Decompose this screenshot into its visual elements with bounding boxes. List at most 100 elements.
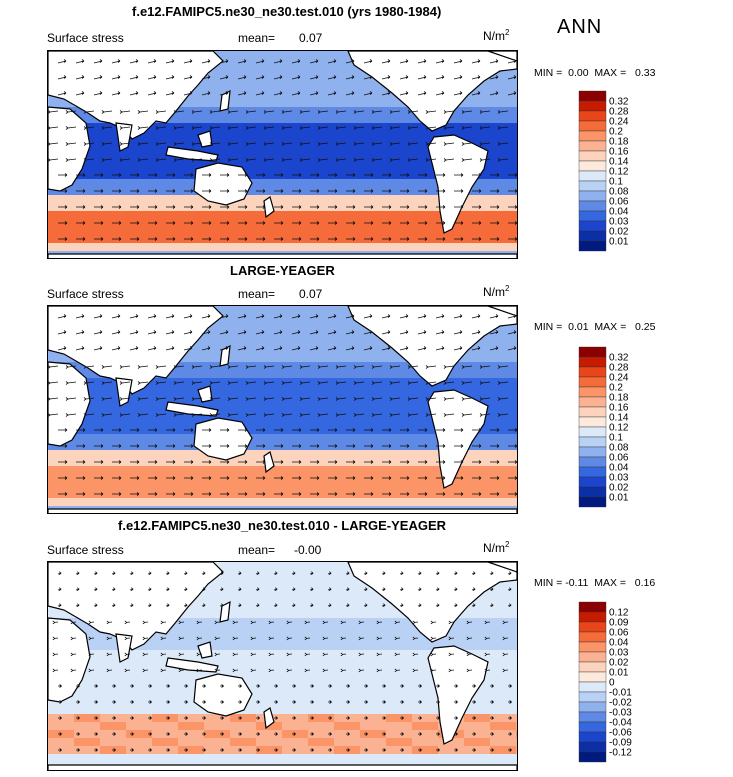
field-cell [308,738,334,746]
stress-vector [165,59,175,64]
stress-vector [93,91,103,96]
stress-vector [183,314,193,319]
field-cell [256,107,282,115]
stress-vector [400,221,410,225]
stress-vector [346,732,350,736]
field-cell [412,163,438,171]
stress-vector [256,748,260,752]
stress-vector [291,346,301,351]
field-cell [230,578,256,586]
stress-vector [214,668,221,673]
field-cell [516,578,517,586]
stress-vector [472,221,482,225]
stress-vector [364,684,368,688]
field-cell [334,195,360,203]
field-cell [204,594,230,602]
stress-vector [155,158,167,162]
field-cell [152,171,178,179]
stress-vector [497,110,509,114]
field-cell [308,746,334,754]
field-cell [126,666,152,674]
field-cell [282,51,308,59]
field-cell [230,594,256,602]
field-cell [178,370,204,378]
stress-vector [238,492,248,496]
stress-vector [48,397,59,401]
stress-vector [363,571,368,576]
field-cell [334,722,360,730]
stress-vector [214,652,221,657]
stress-vector [65,397,77,401]
field-cell [516,690,517,698]
stress-vector [184,221,194,225]
field-cell [48,211,74,219]
stress-vector [364,748,368,752]
field-cell [490,99,516,107]
field-cell [100,666,126,674]
stress-vector [364,173,374,177]
stress-vector [58,732,62,736]
field-cell [464,362,490,370]
field-cell [386,99,412,107]
field-cell [412,738,438,746]
field-cell [178,418,204,426]
stress-vector [111,587,116,592]
stress-vector [70,636,77,641]
stress-vector [490,428,500,432]
stress-vector [237,603,242,608]
stress-vector [363,330,373,335]
field-cell [490,107,516,115]
stress-vector [399,59,409,64]
stress-vector [202,684,206,688]
field-cell [464,746,490,754]
stress-vector [184,492,194,496]
stress-vector [58,716,62,720]
stress-vector [238,221,248,225]
stress-vector [178,668,185,673]
field-cell [308,594,334,602]
field-cell [412,674,438,682]
field-cell [490,450,516,458]
colorbar-swatch [578,446,607,458]
field-cell [100,378,126,386]
stress-vector [129,571,134,576]
stress-vector [364,492,374,496]
field-cell [100,402,126,410]
stress-vector [435,587,440,592]
field-cell [412,386,438,394]
stress-vector [497,365,509,369]
colorbar-tick-label: 0.03 [609,648,629,659]
stress-vector [418,492,428,496]
field-cell [360,658,386,666]
field-cell [230,658,256,666]
stress-vector [88,668,95,673]
stress-vector [83,126,95,130]
stress-vector [371,158,383,162]
field-cell [100,434,126,442]
stress-vector [322,668,329,673]
field-cell [386,730,412,738]
field-cell [204,227,230,235]
field-cell [204,474,230,482]
panel-2-map-svg [48,306,517,513]
stress-vector [255,571,260,576]
field-cell [516,602,517,610]
field-cell [178,498,204,506]
stress-vector [317,413,329,417]
stress-vector [418,205,428,209]
stress-vector [148,684,152,688]
stress-vector [202,700,206,704]
field-cell [74,442,100,450]
stress-vector [363,346,373,351]
field-cell [360,754,386,762]
stress-vector [76,205,86,209]
stress-vector [256,492,266,496]
stress-vector [209,381,221,385]
field-cell [282,322,308,330]
field-cell [74,203,100,211]
stress-vector [165,91,175,96]
stress-vector [94,173,104,177]
stress-vector [345,75,355,80]
colorbar-tick-label: -0.12 [609,748,632,759]
field-cell [412,243,438,251]
